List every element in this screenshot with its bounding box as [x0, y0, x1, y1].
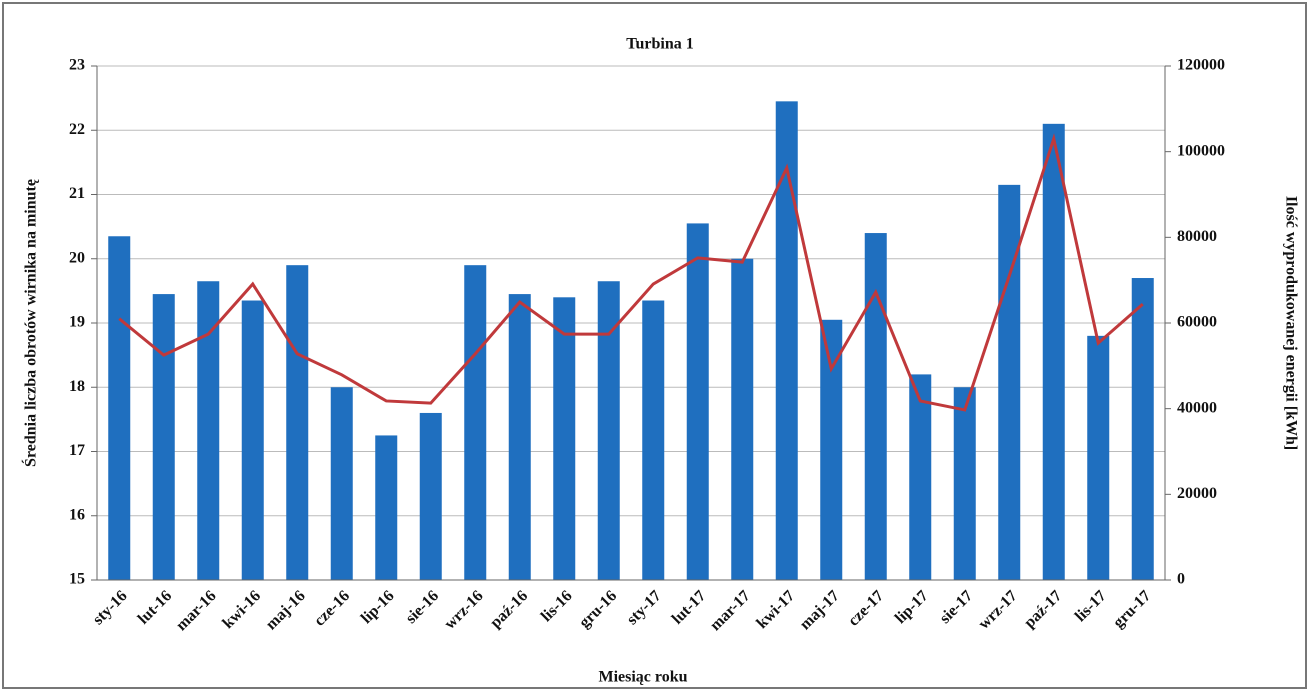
bar [909, 374, 932, 580]
y-tick-label: 15 [69, 571, 85, 588]
y2-tick-label: 20000 [1177, 485, 1217, 502]
bar [1087, 335, 1110, 580]
bar [108, 236, 131, 580]
y2-tick-label: 120000 [1177, 57, 1225, 74]
y-tick-label: 20 [69, 249, 85, 266]
y-tick-label: 21 [69, 185, 85, 202]
bar [419, 412, 442, 580]
bar [375, 435, 398, 580]
y-tick-label: 22 [69, 121, 85, 138]
chart-title: Turbina 1 [626, 36, 693, 53]
bar [686, 223, 709, 580]
y2-tick-label: 80000 [1177, 228, 1217, 245]
y-tick-label: 18 [69, 378, 85, 395]
bar [330, 387, 353, 580]
y2-axis-title: Ilość wyprodukowanej energii [kWh] [1282, 196, 1299, 450]
y2-tick-label: 60000 [1177, 314, 1217, 331]
y-tick-label: 23 [69, 57, 85, 74]
bar [152, 294, 175, 580]
bar [953, 387, 976, 580]
bar [775, 101, 798, 581]
bar [197, 281, 220, 580]
bar [864, 233, 887, 581]
y-tick-label: 17 [69, 442, 85, 459]
bar [508, 294, 531, 580]
bar [731, 258, 754, 580]
x-axis-title: Miesiąc roku [598, 669, 687, 686]
bar [642, 300, 665, 580]
bar [820, 319, 843, 580]
y2-tick-label: 40000 [1177, 399, 1217, 416]
line [118, 133, 1144, 412]
bar [1042, 123, 1065, 580]
bar [241, 300, 264, 580]
bar [553, 297, 576, 580]
bar [998, 184, 1021, 581]
y-tick-label: 16 [69, 506, 85, 523]
y-axis-title: Średnia liczba obrotów wirnika na minutę [21, 179, 40, 467]
y2-tick-label: 0 [1177, 571, 1185, 588]
bar [464, 265, 487, 580]
bar [1131, 278, 1154, 580]
y-tick-label: 19 [69, 314, 85, 331]
y2-tick-label: 100000 [1177, 142, 1225, 159]
bar [286, 265, 309, 580]
bar [597, 281, 620, 580]
